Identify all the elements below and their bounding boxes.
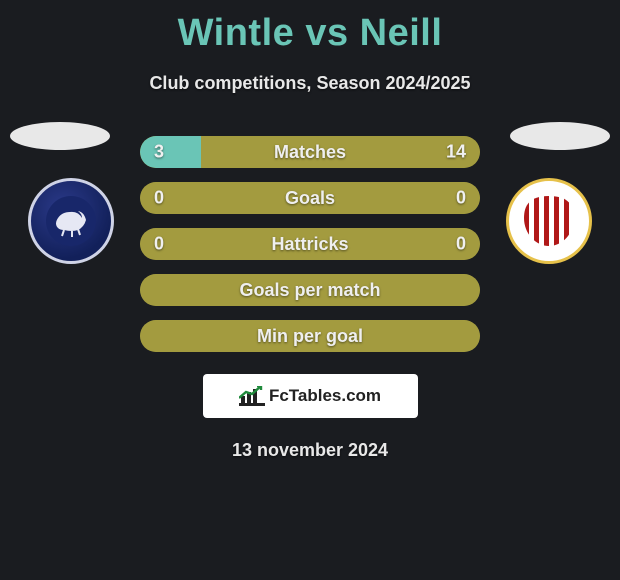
brand-badge[interactable]: FcTables.com xyxy=(203,374,418,418)
stat-row-goals: 0 Goals 0 xyxy=(140,182,480,214)
player-oval-left xyxy=(10,122,110,150)
stat-bar-left xyxy=(140,136,201,168)
stat-row-matches: 3 Matches 14 xyxy=(140,136,480,168)
stat-label: Goals xyxy=(285,188,335,209)
stat-value-right: 0 xyxy=(456,188,466,209)
stats-list: 3 Matches 14 0 Goals 0 0 Hattricks 0 Goa… xyxy=(140,136,480,352)
stat-value-right: 0 xyxy=(456,234,466,255)
stat-label: Min per goal xyxy=(257,326,363,347)
page-title: Wintle vs Neill xyxy=(0,0,620,55)
lion-icon xyxy=(44,194,98,248)
stat-row-mpg: Min per goal xyxy=(140,320,480,352)
date-text: 13 november 2024 xyxy=(0,440,620,461)
stripes-icon xyxy=(524,196,574,246)
stat-label: Hattricks xyxy=(271,234,348,255)
stat-value-left: 3 xyxy=(154,142,164,163)
stat-label: Goals per match xyxy=(239,280,380,301)
club-crest-left xyxy=(28,178,114,264)
subtitle: Club competitions, Season 2024/2025 xyxy=(0,73,620,94)
stat-value-left: 0 xyxy=(154,234,164,255)
stat-value-left: 0 xyxy=(154,188,164,209)
stat-label: Matches xyxy=(274,142,346,163)
stat-row-hattricks: 0 Hattricks 0 xyxy=(140,228,480,260)
stat-row-gpm: Goals per match xyxy=(140,274,480,306)
stat-value-right: 14 xyxy=(446,142,466,163)
player-oval-right xyxy=(510,122,610,150)
chart-icon xyxy=(239,386,265,406)
club-crest-right xyxy=(506,178,592,264)
brand-text: FcTables.com xyxy=(269,386,381,406)
